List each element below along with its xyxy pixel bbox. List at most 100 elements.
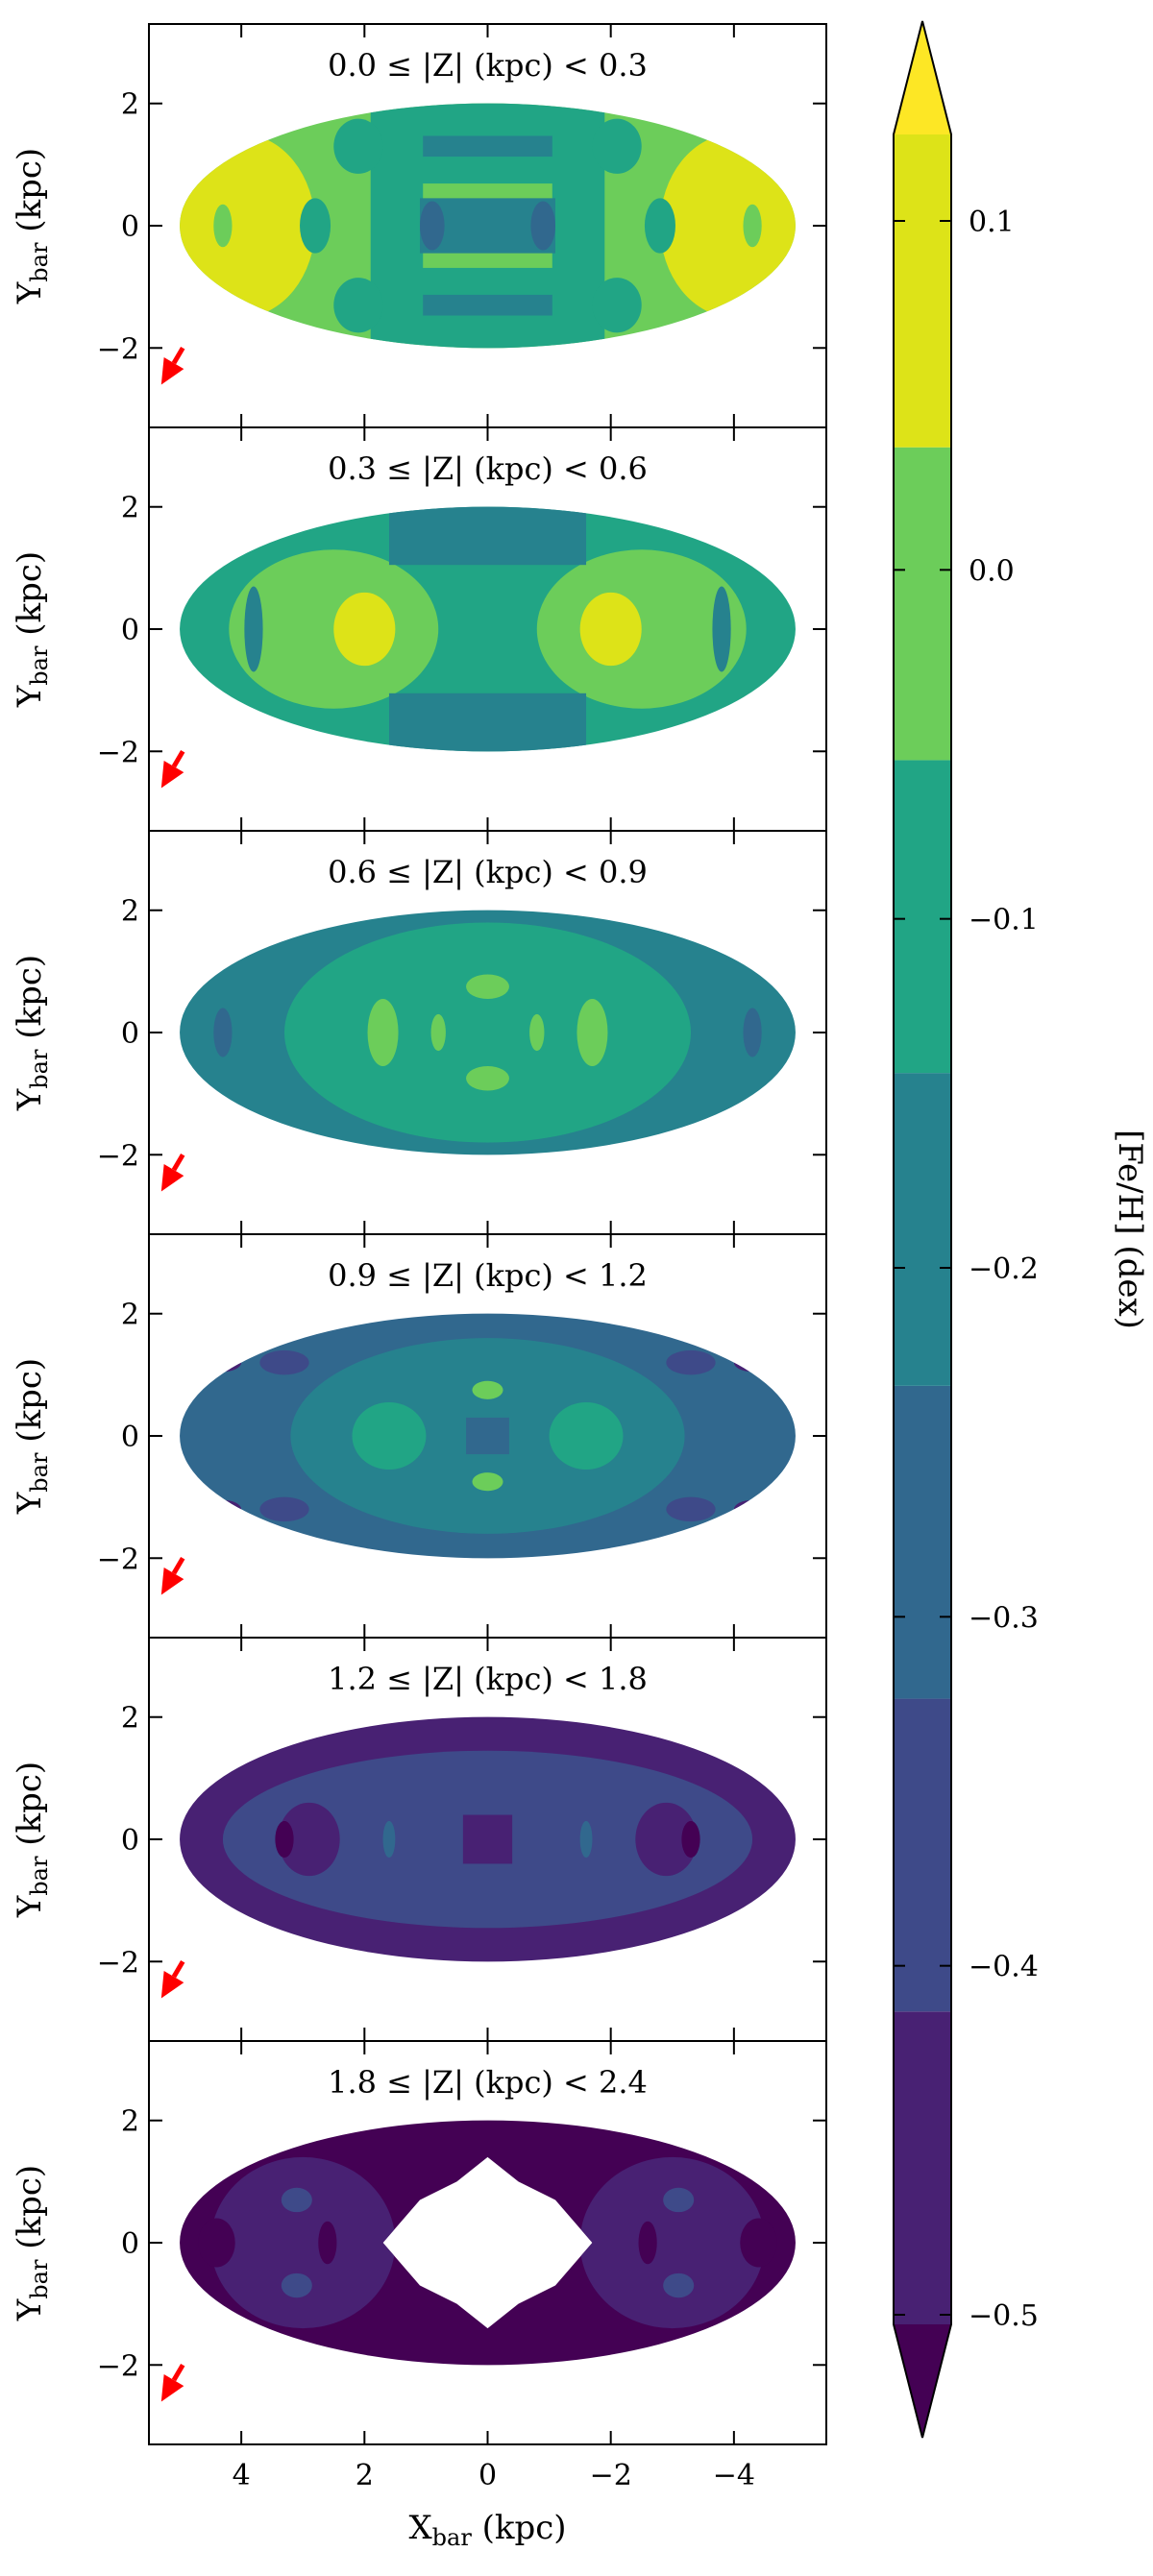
y-axis-label: Ybar (kpc) [11, 2165, 53, 2321]
metallicity-field [180, 103, 796, 349]
sun-direction-arrow [160, 1960, 185, 1999]
panel-title: 0.9 ≤ |Z| (kpc) < 1.2 [328, 1257, 648, 1294]
x-axis: 4 2 0 −2 −4 Xbar (kpc) [233, 2459, 755, 2551]
contour-region-7 [382, 1820, 396, 1859]
colorbar-band [894, 447, 951, 761]
colorbar-tick-label: −0.1 [969, 904, 1039, 937]
contour-region-6 [638, 2221, 657, 2265]
contour-region-8 [666, 1349, 716, 1375]
colorbar-tick-label: 0.1 [969, 206, 1015, 239]
y-axis-label: Ybar (kpc) [11, 1762, 53, 1918]
sun-direction-arrow [160, 347, 185, 385]
x-tick-label: −4 [713, 2459, 755, 2492]
contour-region-14 [733, 1499, 772, 1519]
x-tick-label: 0 [478, 2459, 497, 2492]
contour-region-7 [388, 506, 587, 566]
colorbar-label: [Fe/H] (dex) [1111, 1130, 1149, 1329]
contour-region-3 [576, 999, 608, 1066]
metallicity-field [180, 1313, 796, 1559]
contour-region-2 [367, 999, 399, 1066]
contour-region-4 [740, 2218, 777, 2268]
contour-region-6 [712, 586, 731, 672]
contour-region-8 [213, 1008, 233, 1057]
panels: 2 0 −2 Ybar (kpc) 0.0 ≤ |Z| (kpc) < 0.3 2 0 −2 Y… [11, 23, 827, 2445]
colorbar-tick-label: 0.0 [969, 554, 1015, 588]
contour-region-7 [592, 278, 642, 333]
contour-region-7 [259, 1349, 309, 1375]
contour-region-5 [318, 2221, 337, 2265]
contour-region-4 [579, 592, 642, 667]
panel-title: 0.0 ≤ |Z| (kpc) < 0.3 [328, 47, 648, 84]
metallicity-field [180, 506, 796, 752]
colorbar-band [894, 1698, 951, 2012]
x-axis-label: Xbar (kpc) [408, 2509, 566, 2551]
y-tick-label: 2 [121, 1299, 139, 1332]
contour-region-6 [472, 1472, 503, 1492]
y-tick-label: −2 [97, 736, 139, 769]
contour-region-6 [430, 1013, 446, 1052]
y-tick-label: 0 [121, 614, 139, 647]
x-tick-label: −2 [590, 2459, 632, 2492]
contour-region-11 [204, 1353, 242, 1373]
colorbar: 0.1 0.0 −0.1 −0.2 −0.3 −0.4 −0.5 [Fe/H] (dex) [893, 20, 1149, 2439]
y-tick-label: −2 [97, 1139, 139, 1173]
contour-region-2 [659, 134, 796, 318]
contour-region-5 [472, 1380, 503, 1399]
panel-1: 2 0 −2 Ybar (kpc) 0.0 ≤ |Z| (kpc) < 0.3 [11, 23, 827, 428]
colorbar-tick-label: −0.3 [969, 1601, 1039, 1635]
contour-region-5 [592, 118, 642, 174]
contour-region-15 [423, 251, 552, 268]
panel-6: 2 0 −2 Ybar (kpc) 1.8 ≤ |Z| (kpc) < 2.4 [11, 2040, 827, 2445]
contour-region-2 [352, 1402, 427, 1470]
colorbar-tick-label: −0.4 [969, 1951, 1039, 1984]
x-tick-label: 2 [356, 2459, 374, 2492]
contour-region-7 [281, 2187, 312, 2213]
contour-region-1 [180, 134, 316, 318]
y-tick-label: 0 [121, 1421, 139, 1454]
colorbar-band [894, 1073, 951, 1386]
contour-region-12 [423, 135, 552, 158]
contour-region-13 [423, 294, 552, 316]
contour-region-1 [210, 2156, 396, 2329]
contour-region-4 [333, 118, 383, 174]
y-axis-label: Ybar (kpc) [11, 955, 53, 1111]
contour-region-4 [466, 974, 509, 999]
colorbar-tick-label: −0.5 [969, 2299, 1039, 2333]
panel-2: 2 0 −2 Ybar (kpc) 0.3 ≤ |Z| (kpc) < 0.6 [11, 426, 827, 832]
contour-region-6 [333, 278, 383, 333]
colorbar-outline [893, 20, 952, 2439]
metallicity-field [180, 2120, 796, 2366]
contour-region-8 [300, 198, 331, 254]
contour-region-2 [579, 2156, 765, 2329]
contour-region-3 [635, 1802, 698, 1877]
colorbar-extend-min [894, 2324, 951, 2438]
y-tick-label: 2 [121, 1702, 139, 1736]
metallicity-field [180, 1716, 796, 1962]
contour-region-6 [462, 1814, 513, 1864]
y-tick-label: 2 [121, 2105, 139, 2139]
contour-region-3 [333, 592, 396, 667]
y-axis-label: Ybar (kpc) [11, 551, 53, 708]
colorbar-extend-max [894, 21, 951, 134]
contour-region-2 [536, 549, 747, 709]
sun-direction-arrow [160, 750, 185, 789]
colorbar-band [894, 2011, 951, 2324]
contour-region-13 [204, 1499, 242, 1519]
contour-region-9 [644, 198, 675, 254]
colorbar-tick-label: −0.2 [969, 1252, 1039, 1286]
contour-region-8 [579, 1820, 593, 1859]
panel-title: 1.8 ≤ |Z| (kpc) < 2.4 [328, 2064, 648, 2101]
panel-5: 2 0 −2 Ybar (kpc) 1.2 ≤ |Z| (kpc) < 1.8 [11, 1637, 827, 2042]
contour-region-18 [530, 201, 555, 251]
contour-region-9 [259, 1496, 309, 1522]
y-tick-label: −2 [97, 2349, 139, 2383]
contour-region-11 [743, 204, 762, 248]
contour-region-17 [420, 201, 445, 251]
y-tick-label: 2 [121, 492, 139, 525]
panel-title: 0.6 ≤ |Z| (kpc) < 0.9 [328, 854, 648, 890]
contour-region-1 [284, 922, 691, 1143]
sun-direction-arrow [160, 1154, 185, 1192]
y-tick-label: 2 [121, 895, 139, 929]
y-tick-label: 0 [121, 1017, 139, 1051]
